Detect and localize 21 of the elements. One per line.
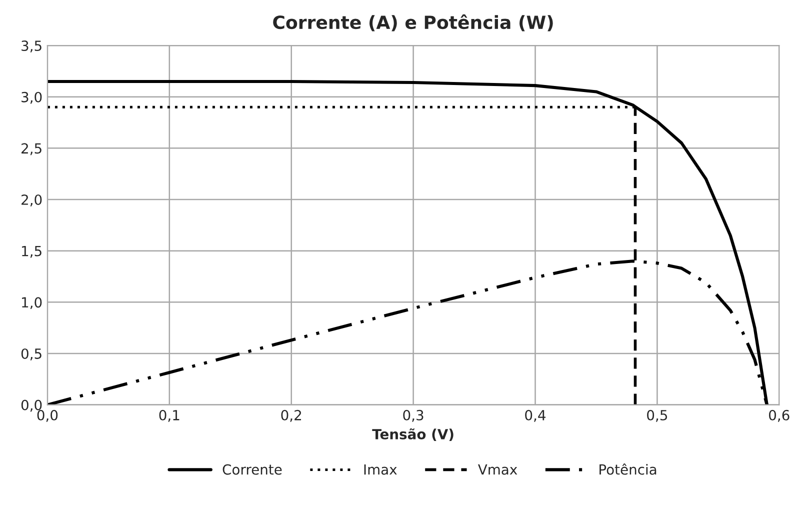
y-tick-label: 0,0 [21, 400, 42, 412]
y-tick-label: 2,0 [22, 194, 42, 206]
y-tick-label: 2,5 [22, 143, 42, 156]
y-tick-label: 0,5 [21, 348, 42, 360]
x-tick-label: 0,3 [403, 410, 424, 422]
x-axis-title: Tensão (V) [372, 428, 454, 442]
legend-label: Potência [600, 463, 656, 475]
x-tick-label: 0,6 [769, 410, 790, 422]
legend-label: Corrente [222, 464, 282, 475]
chart-title: Corrente (A) e Potência (W) [273, 14, 553, 32]
y-tick-label: 1,5 [22, 246, 42, 258]
legend-label: Imax [364, 464, 397, 475]
y-tick-label: 1,0 [22, 297, 42, 310]
x-tick-label: 0,2 [281, 410, 302, 422]
x-tick-label: 0,5 [647, 410, 668, 422]
x-tick-label: 0,1 [159, 410, 180, 422]
x-tick-label: 0,0 [37, 410, 58, 422]
y-tick-label: 3,0 [22, 92, 42, 104]
legend-label: Vmax [478, 464, 518, 475]
x-tick-label: 0,4 [525, 410, 546, 422]
y-tick-label: 3,5 [22, 40, 42, 52]
